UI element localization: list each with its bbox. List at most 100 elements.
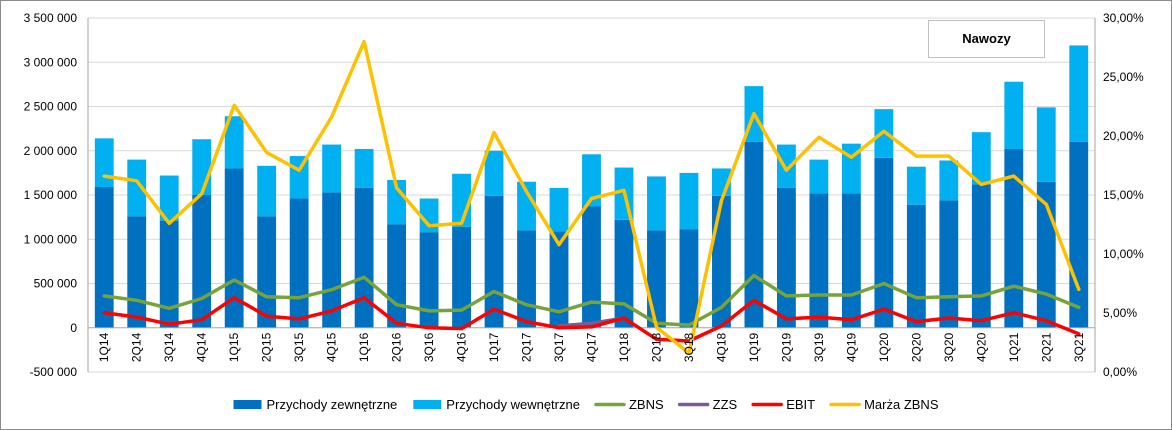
category-tick-label: 3Q16 <box>422 332 436 362</box>
category-tick-label: 4Q17 <box>585 332 599 362</box>
bar-segment <box>224 116 244 169</box>
right-tick-label: 25,00% <box>1103 70 1144 84</box>
bar-segment <box>192 139 212 195</box>
category-tick-label: 4Q15 <box>325 332 339 362</box>
bar-segment <box>94 187 114 328</box>
bar-segment <box>582 206 601 328</box>
bar-segment <box>776 187 796 328</box>
bar-segment <box>614 219 634 328</box>
right-tick-label: 15,00% <box>1103 188 1144 202</box>
category-tick-label: 2Q17 <box>520 332 534 362</box>
bar-segment <box>322 144 342 193</box>
category-tick-label: 1Q21 <box>1007 332 1021 362</box>
right-tick-label: 20,00% <box>1103 129 1144 143</box>
legend-label: Przychody wewnętrzne <box>446 397 580 412</box>
category-tick-label: 1Q15 <box>227 332 241 362</box>
bar-segment <box>224 168 244 328</box>
category-tick-label: 1Q20 <box>877 332 891 362</box>
category-tick-label: 4Q16 <box>455 332 469 362</box>
legend-label: ZZS <box>713 397 738 412</box>
category-tick-label: 3Q20 <box>942 332 956 362</box>
left-tick-label: 500 000 <box>34 277 78 291</box>
bar-segment <box>94 138 114 188</box>
bar-segment <box>549 187 569 232</box>
series-line <box>102 273 1081 327</box>
left-tick-label: 2 500 000 <box>24 100 78 114</box>
bar-segment <box>257 216 277 328</box>
right-tick-label: 5,00% <box>1103 306 1137 320</box>
bar-segment <box>549 231 569 328</box>
bar-segment <box>127 159 147 217</box>
legend-swatch <box>233 400 262 409</box>
category-tick-label: 3Q21 <box>1072 332 1086 362</box>
left-tick-label: 3 500 000 <box>24 11 78 25</box>
bar-segment <box>387 224 407 328</box>
bar-segment <box>257 165 277 217</box>
bar-segment <box>939 200 959 328</box>
bar-segment <box>354 187 374 328</box>
legend-label: Przychody zewnętrzne <box>267 397 398 412</box>
category-tick-label: 3Q14 <box>162 332 176 362</box>
category-tick-label: 2Q16 <box>390 332 404 362</box>
bar-segment <box>809 159 829 194</box>
bar-segment <box>1036 107 1056 182</box>
tick-labels: -500 000 0 500 000 1 000 000 1 500 000 2 000 … <box>24 11 1144 379</box>
left-tick-label: 3 000 000 <box>24 55 78 69</box>
bar-segment <box>939 160 959 201</box>
category-tick-label: 2Q15 <box>260 332 274 362</box>
series-line <box>102 39 1081 355</box>
legend-label: Marża ZBNS <box>864 397 939 412</box>
right-tick-label: 10,00% <box>1103 247 1144 261</box>
bar-segment <box>484 150 504 196</box>
category-tick-label: 1Q17 <box>487 332 501 362</box>
legend: Przychody zewnętrzne Przychody wewnętrzne… <box>233 397 939 412</box>
bar-segment <box>419 232 439 328</box>
bar-segment <box>679 229 699 328</box>
bar-segment <box>127 216 147 328</box>
bar-segment <box>289 198 309 328</box>
legend-swatch <box>413 400 442 409</box>
category-tick-label: 2Q21 <box>1039 332 1053 362</box>
category-tick-label: 2Q18 <box>649 332 663 362</box>
left-tick-label: 2 000 000 <box>24 144 78 158</box>
right-tick-label: 0,00% <box>1103 365 1137 379</box>
category-tick-label: 3Q17 <box>552 332 566 362</box>
bar-segment <box>192 195 212 328</box>
bar-segment <box>322 192 342 328</box>
bar-segment <box>971 184 991 328</box>
left-tick-label: 0 <box>70 321 77 335</box>
series-line <box>102 295 1081 343</box>
chart-title: Nawozy <box>962 31 1011 46</box>
category-tick-label: 2Q19 <box>779 332 793 362</box>
legend-label: EBIT <box>786 397 815 412</box>
category-tick-label: 2Q14 <box>130 332 144 362</box>
right-tick-label: 30,00% <box>1103 11 1144 25</box>
lines <box>102 39 1081 355</box>
left-tick-label: -500 000 <box>30 365 78 379</box>
left-tick-label: 1 000 000 <box>24 232 78 246</box>
bar-segment <box>517 230 536 328</box>
bar-segment <box>1069 45 1089 142</box>
bar-segment <box>354 148 374 188</box>
category-tick-label: 4Q18 <box>714 332 728 362</box>
left-tick-label: 1 500 000 <box>24 188 78 202</box>
bar-segment <box>1004 81 1024 149</box>
category-tick-label: 1Q14 <box>97 332 111 362</box>
bar-segment <box>517 181 536 231</box>
category-tick-label: 1Q16 <box>357 332 371 362</box>
chart-title-box: Nawozy <box>928 20 1045 58</box>
bar-segment <box>647 230 666 328</box>
bar-segment <box>971 132 991 185</box>
bar-segment <box>452 226 471 328</box>
category-tick-label: 3Q19 <box>812 332 826 362</box>
category-tick-label: 3Q18 <box>682 332 696 362</box>
bar-segment <box>1069 141 1089 328</box>
bar-segment <box>776 144 796 188</box>
category-tick-label: 4Q19 <box>844 332 858 362</box>
bar-segment <box>647 176 666 231</box>
category-tick-label: 2Q20 <box>909 332 923 362</box>
bar-segment <box>874 157 894 328</box>
category-tick-label: 1Q18 <box>617 332 631 362</box>
category-tick-label: 4Q20 <box>974 332 988 362</box>
